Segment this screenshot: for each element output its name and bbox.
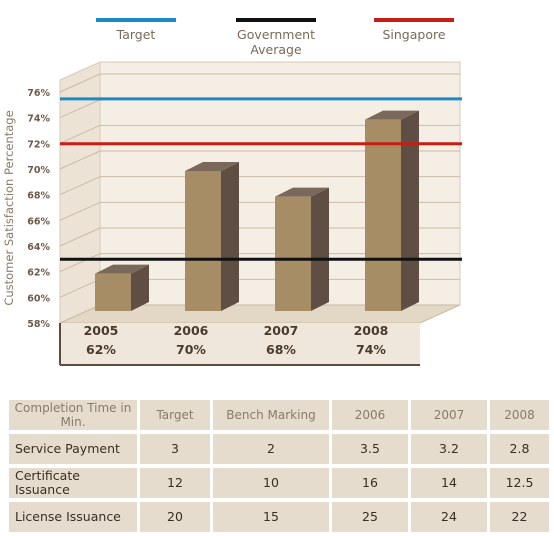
x-tick-label: 2008 (354, 323, 389, 338)
table-header: 2006 (332, 400, 408, 430)
bar-side (401, 110, 419, 312)
table-cell: 3.2 (411, 434, 487, 464)
y-axis-ticks: 76% 74% 72% 70% 68% 66% 64% 62% 60% 58% (27, 88, 50, 330)
bar-front (185, 171, 221, 311)
table-cell: 25 (332, 502, 408, 532)
completion-time-table: Completion Time in Min. Target Bench Mar… (6, 396, 552, 536)
y-axis-label: Customer Satisfaction Percentage (2, 110, 16, 305)
bar-side (221, 162, 239, 311)
data-label: 62% (86, 342, 116, 357)
table-cell: 24 (411, 502, 487, 532)
table-cell: 15 (213, 502, 329, 532)
x-tick-label: 2006 (174, 323, 209, 338)
legend-label: Target (116, 27, 156, 42)
bar-front (275, 196, 311, 311)
gridline (59, 253, 101, 273)
y-tick-label: 66% (27, 216, 50, 227)
data-label: 68% (266, 342, 296, 357)
legend-label: Singapore (382, 27, 445, 42)
table-cell: 12.5 (490, 468, 549, 498)
bar (275, 187, 329, 311)
table-row: Service Payment 3 2 3.5 3.2 2.8 (9, 434, 549, 464)
bar (365, 110, 419, 312)
chart-base-panel (60, 323, 420, 365)
table-row: License Issuance 20 15 25 24 22 (9, 502, 549, 532)
bar (95, 264, 149, 311)
table-row: Certificate Issuance 12 10 16 14 12.5 (9, 468, 549, 498)
table-header-row: Completion Time in Min. Target Bench Mar… (9, 400, 549, 430)
table-header: Target (140, 400, 210, 430)
bar-front (95, 273, 131, 311)
table-cell: 16 (332, 468, 408, 498)
bar-top (95, 264, 149, 274)
table-cell: 3 (140, 434, 210, 464)
table-cell: 2.8 (490, 434, 549, 464)
gridline (59, 227, 101, 247)
bar-side (131, 264, 149, 311)
gridline (59, 124, 101, 144)
table-cell: Certificate Issuance (9, 468, 137, 498)
bar-top (365, 110, 419, 120)
y-tick-label: 64% (27, 242, 50, 253)
table-cell: 10 (213, 468, 329, 498)
table-cell: 20 (140, 502, 210, 532)
bar-top (275, 187, 329, 197)
x-tick-label: 2007 (264, 323, 299, 338)
table-cell: 2 (213, 434, 329, 464)
table-cell: License Issuance (9, 502, 137, 532)
gridline (59, 150, 101, 170)
y-tick-label: 62% (27, 268, 50, 279)
x-tick-label: 2005 (84, 323, 119, 338)
bar-side (311, 187, 329, 311)
chart-legend: Target Government Average Singapore (96, 18, 454, 57)
gridline (59, 99, 101, 119)
table-cell: Service Payment (9, 434, 137, 464)
table-cell: 3.5 (332, 434, 408, 464)
x-axis-labels: 2005 62% 2006 70% 2007 68% 2008 74% (84, 323, 389, 357)
table-header: 2008 (490, 400, 549, 430)
bar-top (185, 162, 239, 171)
y-tick-label: 60% (27, 293, 50, 304)
reference-lines (60, 97, 462, 261)
table-cell: 14 (411, 468, 487, 498)
table-cell: 22 (490, 502, 549, 532)
y-tick-label: 76% (27, 88, 50, 99)
legend-label: Government Average (237, 27, 315, 57)
y-tick-label: 68% (27, 191, 50, 202)
bar (185, 162, 239, 311)
y-tick-label: 72% (27, 139, 50, 150)
y-tick-label: 74% (27, 114, 50, 125)
gridline (59, 176, 101, 196)
bar-front (365, 119, 401, 312)
data-label: 70% (176, 342, 206, 357)
bar-series (95, 110, 419, 312)
gridline (59, 278, 101, 298)
y-tick-label: 58% (27, 319, 50, 330)
gridline (59, 201, 101, 221)
gridline (59, 73, 101, 93)
y-tick-label: 70% (27, 165, 50, 176)
table-cell: 12 (140, 468, 210, 498)
table-header: Bench Marking (213, 400, 329, 430)
data-label: 74% (356, 342, 386, 357)
table-header: 2007 (411, 400, 487, 430)
table-header: Completion Time in Min. (9, 400, 137, 430)
